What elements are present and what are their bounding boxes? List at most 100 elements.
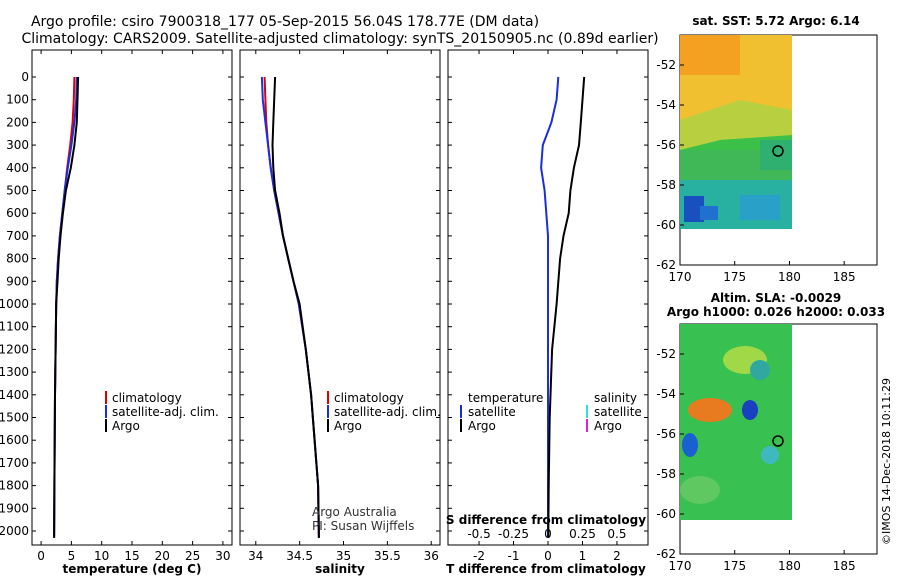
legend-label-satellite: satellite-adj. clim. xyxy=(112,405,219,419)
sla-map-field xyxy=(680,324,792,520)
sst-map-profile-marker xyxy=(772,145,784,157)
depth-tick-label: 1300 xyxy=(0,365,29,379)
map-y-tick-label: -56 xyxy=(656,427,676,441)
series-line-temperature-satellite xyxy=(540,76,560,538)
map-x-tick-label: 170 xyxy=(669,270,692,284)
figure-title-line2: Climatology: CARS2009. Satellite-adjuste… xyxy=(21,31,658,47)
depth-tick-label: 1400 xyxy=(0,388,29,402)
depth-tick-label: 700 xyxy=(6,229,29,243)
depth-tick-label: 1200 xyxy=(0,342,29,356)
temperature-legend: climatology satellite-adj. clim. Argo xyxy=(105,391,219,433)
x-tick-label: 1 xyxy=(579,549,587,563)
depth-tick-label: 200 xyxy=(6,115,29,129)
sst-map-axes: 170 175 180 185 -52 -54 -56 -58 -60 -62 xyxy=(656,58,855,284)
figure-title-line1: Argo profile: csiro 7900318_177 05-Sep-2… xyxy=(31,14,539,30)
x-tick-label: 5 xyxy=(68,549,76,563)
legend-label-argo: Argo xyxy=(334,419,362,433)
difference-series xyxy=(540,76,586,538)
legend-header-temperature: temperature xyxy=(468,391,543,405)
x-tick-label: 0 xyxy=(544,549,552,563)
map-y-tick-label: -58 xyxy=(656,178,676,192)
depth-tick-label: 0 xyxy=(21,70,29,84)
depth-tick-label: 400 xyxy=(6,161,29,175)
salinity-panel-frame xyxy=(239,49,441,546)
depth-tick-label: 1900 xyxy=(0,501,29,515)
top-x-tick-label: 0.25 xyxy=(569,527,596,541)
x-tick-label: 20 xyxy=(155,549,170,563)
map-y-tick-label: -52 xyxy=(656,347,676,361)
x-tick-label: 15 xyxy=(124,549,139,563)
map-x-tick-label: 180 xyxy=(778,559,801,573)
depth-tick-label: 800 xyxy=(6,252,29,266)
salinity-x-axis: 34 34.5 35 35.5 36 xyxy=(248,50,439,563)
temperature-panel-frame xyxy=(31,49,233,546)
temperature-series xyxy=(53,76,80,538)
x-tick-label: 35 xyxy=(336,549,351,563)
map-y-tick-label: -56 xyxy=(656,138,676,152)
top-x-tick-label: 0.5 xyxy=(607,527,626,541)
annotation-pi-name: PI: Susan Wijffels xyxy=(312,519,414,533)
map-y-tick-label: -54 xyxy=(656,98,676,112)
sla-map-title-line2: Argo h1000: 0.026 h2000: 0.033 xyxy=(667,305,885,319)
depth-tick-label: 100 xyxy=(6,93,29,107)
legend-label-argo: Argo xyxy=(112,419,140,433)
depth-tick-label: 1000 xyxy=(0,297,29,311)
x-tick-label: -1 xyxy=(508,549,520,563)
difference-top-x-axis: -0.5 -0.25 0 0.25 0.5 xyxy=(467,527,626,541)
sst-map-field xyxy=(680,35,792,229)
salinity-axis-label: salinity xyxy=(315,562,365,576)
x-tick-label: 34.5 xyxy=(286,549,313,563)
sla-map-axes: 170 175 180 185 -52 -54 -56 -58 -60 -62 xyxy=(656,347,855,573)
salinity-series xyxy=(260,76,320,538)
depth-tick-label: 1800 xyxy=(0,479,29,493)
map-y-tick-label: -62 xyxy=(656,258,676,272)
depth-tick-label: 1500 xyxy=(0,411,29,425)
map-y-tick-label: -58 xyxy=(656,467,676,481)
copyright-stamp: ©IMOS 14-Dec-2018 10:11:29 xyxy=(880,378,893,545)
depth-axis: 0 100 200 300 400 500 600 700 800 900 1000 1100 1200… xyxy=(0,70,648,538)
depth-tick-label: 1600 xyxy=(0,433,29,447)
legend-label-sal-satellite: satellite xyxy=(594,405,642,419)
sla-map-profile-marker xyxy=(772,435,784,447)
top-x-tick-label: -0.5 xyxy=(467,527,490,541)
series-line-satellite-adj-clim- xyxy=(260,76,320,538)
x-tick-label: 10 xyxy=(94,549,109,563)
depth-tick-label: 600 xyxy=(6,206,29,220)
depth-tick-label: 900 xyxy=(6,274,29,288)
legend-label-satellite: satellite-adj. clim. xyxy=(334,405,441,419)
map-x-tick-label: 180 xyxy=(778,270,801,284)
temperature-axis-label: temperature (deg C) xyxy=(63,562,202,576)
x-tick-label: 0 xyxy=(37,549,45,563)
salinity-legend: climatology satellite-adj. clim. Argo xyxy=(327,391,441,433)
map-y-tick-label: -60 xyxy=(656,218,676,232)
map-x-tick-label: 175 xyxy=(723,270,746,284)
difference-x-axis: -2 -1 0 1 2 xyxy=(473,50,621,563)
depth-tick-label: 500 xyxy=(6,184,29,198)
map-x-tick-label: 170 xyxy=(669,559,692,573)
legend-label-climatology: climatology xyxy=(112,391,182,405)
legend-header-salinity: salinity xyxy=(594,391,637,405)
x-tick-label: 2 xyxy=(613,549,621,563)
x-tick-label: 25 xyxy=(185,549,200,563)
map-x-tick-label: 175 xyxy=(723,559,746,573)
sst-map-title: sat. SST: 5.72 Argo: 6.14 xyxy=(692,14,859,28)
x-tick-label: 34 xyxy=(248,549,263,563)
legend-label-temp-satellite: satellite xyxy=(468,405,516,419)
difference-legend: temperature satellite Argo salinity sate… xyxy=(460,391,642,433)
difference-top-axis-label: S difference from climatology xyxy=(446,513,646,527)
x-tick-label: 35.5 xyxy=(374,549,401,563)
map-x-tick-label: 185 xyxy=(833,270,856,284)
sla-map-title-line1: Altim. SLA: -0.0029 xyxy=(711,291,842,305)
legend-label-temp-argo: Argo xyxy=(468,419,496,433)
top-x-tick-label: -0.25 xyxy=(498,527,529,541)
map-y-tick-label: -60 xyxy=(656,507,676,521)
annotation-argo-australia: Argo Australia xyxy=(312,505,397,519)
depth-tick-label: 1100 xyxy=(0,320,29,334)
depth-tick-label: 300 xyxy=(6,138,29,152)
series-line-argo xyxy=(271,76,320,538)
series-line-temperature-argo xyxy=(547,76,586,538)
depth-tick-label: 1700 xyxy=(0,456,29,470)
depth-tick-label: 2000 xyxy=(0,524,29,538)
map-y-tick-label: -62 xyxy=(656,547,676,561)
temperature-x-axis: 0 5 10 15 20 25 30 xyxy=(37,50,231,563)
